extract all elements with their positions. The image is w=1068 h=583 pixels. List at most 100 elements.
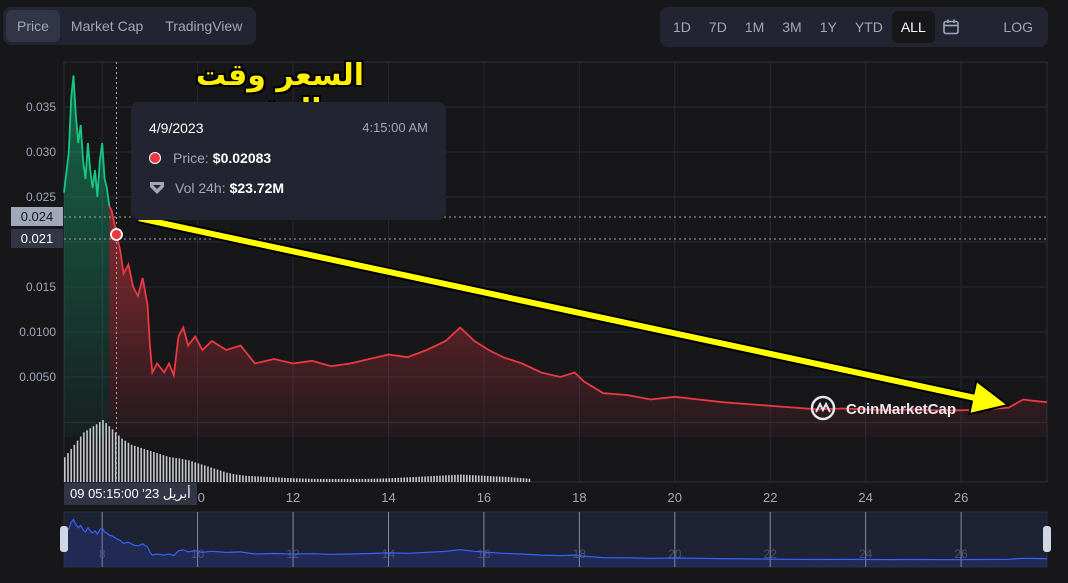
tooltip-price-label: Price: [173, 150, 209, 166]
range-1m[interactable]: 1M [744, 19, 765, 35]
volume-bar [519, 477, 522, 482]
volume-bar [278, 477, 280, 482]
volume-bar [376, 478, 379, 482]
navigator-left-handle[interactable] [60, 526, 68, 552]
volume-bar [248, 475, 250, 482]
volume-bar [293, 478, 295, 482]
volume-bar [232, 473, 235, 482]
volume-bar [343, 478, 346, 482]
volume-bar [219, 470, 222, 482]
volume-bar [391, 478, 394, 482]
volume-bar [394, 477, 397, 482]
volume-bar [471, 475, 474, 482]
volume-bar [299, 478, 301, 482]
navigator-tick-label: 16 [477, 547, 491, 561]
range-7d[interactable]: 7D [708, 19, 727, 35]
volume-bar [415, 476, 417, 482]
volume-bar [397, 477, 400, 482]
navigator-line [63, 518, 1048, 561]
volume-bar [102, 420, 104, 482]
volume-bar [290, 478, 292, 482]
volume-bar [507, 477, 510, 482]
x-tick-label: 14 [381, 490, 395, 505]
volume-bar [175, 458, 177, 482]
tooltip-vol-value: $23.72M [229, 180, 285, 196]
range-3m[interactable]: 3M [782, 19, 802, 35]
volume-bar [257, 476, 259, 482]
volume-bar [127, 442, 130, 482]
tab-price[interactable]: Price [6, 10, 60, 42]
volume-bar [149, 451, 152, 482]
volume-bar [79, 436, 82, 482]
y-tick-label: 0.030 [26, 145, 56, 159]
volume-bar [124, 440, 127, 482]
x-tick-label: 22 [763, 490, 777, 505]
range-1d[interactable]: 1D [673, 19, 691, 35]
volume-bar [516, 477, 519, 482]
volume-bar [319, 478, 322, 482]
annotation-arrow [136, 213, 1010, 416]
volume-bar [486, 475, 489, 482]
volume-bar [382, 478, 385, 482]
volume-bar [451, 475, 453, 482]
volume-bar [325, 478, 328, 482]
volume-bar [162, 455, 165, 482]
volume-bar [86, 430, 88, 482]
volume-bar [403, 477, 405, 482]
volume-bar [358, 478, 361, 482]
x-tick-label: 16 [477, 490, 491, 505]
volume-bar [178, 458, 181, 482]
tooltip-date: 4/9/2023 [149, 120, 204, 136]
volume-bar [168, 457, 171, 482]
price-area-up [64, 75, 110, 437]
volume-bar [460, 474, 462, 482]
volume-bar [454, 474, 456, 482]
volume-bar [137, 446, 139, 482]
volume-bar [153, 452, 155, 482]
volume-bar [498, 476, 501, 482]
volume-bar [203, 465, 206, 482]
price-tooltip: 4/9/2023 4:15:00 AM Price: $0.02083 Vol … [131, 102, 446, 220]
tab-tradingview[interactable]: TradingView [165, 18, 243, 34]
volume-bar [242, 475, 244, 482]
calendar-icon[interactable] [935, 11, 967, 43]
volume-bar [373, 478, 376, 482]
volume-bar [433, 475, 435, 482]
navigator-right-handle[interactable] [1043, 526, 1051, 552]
range-1y[interactable]: 1Y [819, 19, 837, 35]
volume-bar [188, 460, 190, 482]
volume-bar [64, 457, 66, 482]
volume-bar [331, 478, 334, 482]
range-ytd[interactable]: YTD [854, 19, 883, 35]
volume-bar [322, 478, 325, 482]
volume-bar [400, 477, 403, 482]
volume-bar [412, 477, 414, 482]
range-all[interactable]: ALL [891, 11, 935, 43]
volume-bar [522, 478, 525, 482]
tab-market-cap[interactable]: Market Cap [70, 18, 144, 34]
volume-shield-icon [149, 181, 165, 195]
volume-bar [480, 475, 483, 482]
navigator-tick-label: 26 [954, 547, 968, 561]
coinmarketcap-logo-mark [815, 401, 831, 413]
volume-bar [489, 476, 492, 482]
volume-bar [316, 478, 319, 482]
volume-bar [304, 478, 307, 482]
volume-bar [67, 453, 69, 482]
volume-bar [269, 477, 271, 482]
crosshair-time-label: 09 05:15:00 '23 أبريل [64, 483, 197, 505]
log-scale-toggle[interactable]: LOG [1003, 19, 1033, 35]
volume-bar [504, 476, 507, 482]
volume-bar [313, 478, 316, 482]
chart-type-tabs: Price Market Cap TradingView [3, 7, 257, 45]
volume-bar [492, 476, 495, 482]
volume-bar [263, 476, 265, 482]
volume-bar [260, 476, 262, 482]
volume-bar [181, 459, 184, 482]
volume-bar [385, 478, 388, 482]
volume-bar [501, 476, 504, 482]
volume-bar [296, 478, 298, 482]
volume-bar [406, 477, 408, 482]
volume-bar [159, 454, 162, 482]
